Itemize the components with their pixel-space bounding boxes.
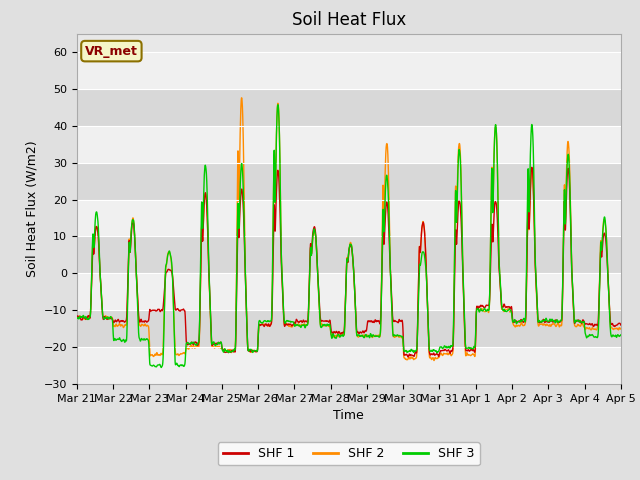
Bar bbox=[77, 273, 621, 310]
SHF 1 bbox=[131, 241, 139, 247]
Bar bbox=[77, 52, 621, 89]
Bar bbox=[77, 163, 621, 200]
SHF 2 bbox=[423, 288, 431, 293]
SHF 2 bbox=[285, 323, 292, 328]
SHF 3 bbox=[617, 332, 625, 338]
Bar bbox=[77, 310, 621, 347]
SHF 2 bbox=[73, 316, 81, 322]
Bar bbox=[77, 200, 621, 237]
SHF 2 bbox=[492, 123, 500, 129]
Bar bbox=[77, 347, 621, 384]
SHF 3 bbox=[274, 102, 282, 108]
Bar bbox=[77, 89, 621, 126]
SHF 1 bbox=[73, 314, 81, 320]
SHF 3 bbox=[492, 122, 500, 128]
SHF 1 bbox=[306, 267, 314, 273]
SHF 3 bbox=[285, 318, 292, 324]
SHF 2 bbox=[563, 149, 571, 155]
SHF 2 bbox=[237, 95, 245, 101]
SHF 2 bbox=[617, 325, 625, 331]
Line: SHF 1: SHF 1 bbox=[77, 168, 621, 357]
SHF 2 bbox=[131, 240, 139, 245]
SHF 3 bbox=[157, 365, 165, 371]
SHF 1 bbox=[423, 287, 431, 292]
SHF 2 bbox=[430, 358, 438, 363]
Bar bbox=[77, 237, 621, 273]
SHF 3 bbox=[306, 263, 314, 268]
X-axis label: Time: Time bbox=[333, 409, 364, 422]
Legend: SHF 1, SHF 2, SHF 3: SHF 1, SHF 2, SHF 3 bbox=[218, 443, 479, 465]
Line: SHF 3: SHF 3 bbox=[77, 105, 621, 368]
SHF 1 bbox=[563, 174, 571, 180]
SHF 3 bbox=[131, 238, 139, 244]
Title: Soil Heat Flux: Soil Heat Flux bbox=[292, 11, 406, 29]
Text: VR_met: VR_met bbox=[85, 45, 138, 58]
SHF 3 bbox=[423, 293, 431, 299]
SHF 1 bbox=[492, 199, 499, 205]
SHF 1 bbox=[284, 321, 292, 327]
SHF 3 bbox=[73, 315, 81, 321]
SHF 3 bbox=[563, 161, 571, 167]
Y-axis label: Soil Heat Flux (W/m2): Soil Heat Flux (W/m2) bbox=[25, 141, 38, 277]
SHF 1 bbox=[404, 354, 412, 360]
Bar bbox=[77, 126, 621, 163]
Line: SHF 2: SHF 2 bbox=[77, 98, 621, 360]
SHF 2 bbox=[306, 267, 314, 273]
SHF 1 bbox=[528, 165, 536, 170]
SHF 1 bbox=[617, 322, 625, 328]
